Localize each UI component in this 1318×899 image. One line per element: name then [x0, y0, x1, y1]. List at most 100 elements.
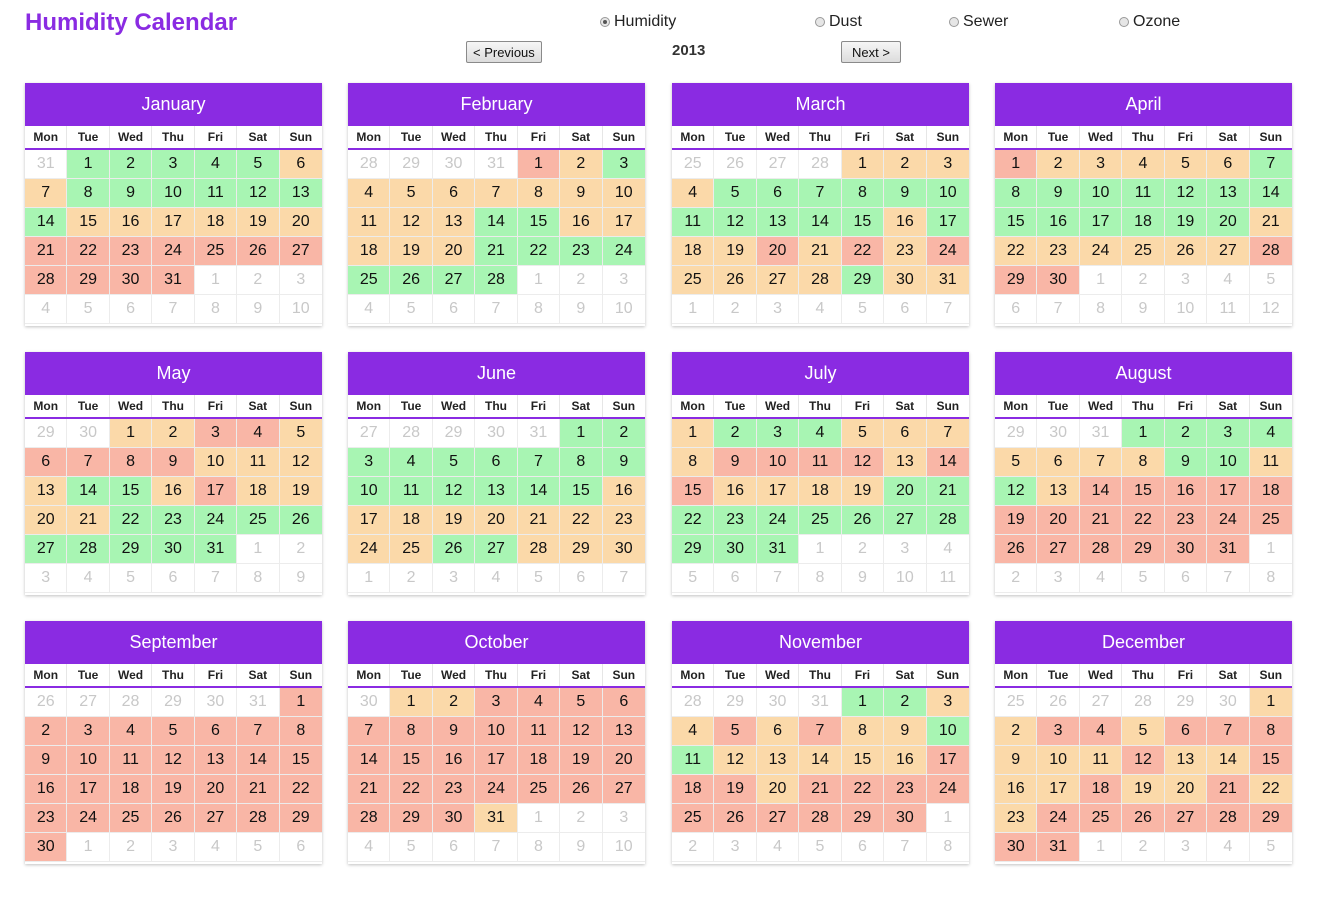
day-cell[interactable]: 18 [194, 208, 238, 237]
day-cell[interactable]: 19 [995, 506, 1038, 535]
day-cell[interactable]: 8 [1249, 717, 1292, 746]
day-cell[interactable]: 6 [756, 717, 800, 746]
day-cell[interactable]: 11 [109, 746, 153, 775]
day-cell[interactable]: 24 [67, 804, 110, 833]
day-cell[interactable]: 4 [1122, 150, 1165, 179]
day-cell[interactable]: 30 [109, 266, 153, 295]
day-cell[interactable]: 4 [237, 419, 280, 448]
day-cell[interactable]: 18 [799, 477, 842, 506]
day-cell[interactable]: 29 [995, 266, 1038, 295]
day-cell[interactable]: 27 [1164, 804, 1208, 833]
day-cell[interactable]: 14 [926, 448, 969, 477]
day-cell[interactable]: 19 [841, 477, 885, 506]
day-cell[interactable]: 22 [109, 506, 153, 535]
day-cell-outside[interactable]: 7 [475, 833, 518, 862]
day-cell[interactable]: 18 [672, 775, 715, 804]
day-cell[interactable]: 10 [1037, 746, 1080, 775]
day-cell[interactable]: 5 [152, 717, 195, 746]
day-cell[interactable]: 27 [1207, 237, 1250, 266]
day-cell-outside[interactable]: 4 [1207, 833, 1250, 862]
day-cell[interactable]: 5 [841, 419, 885, 448]
day-cell-outside[interactable]: 5 [841, 295, 885, 324]
day-cell[interactable]: 24 [1079, 237, 1123, 266]
day-cell[interactable]: 10 [602, 179, 645, 208]
day-cell[interactable]: 13 [756, 208, 800, 237]
day-cell[interactable]: 6 [756, 179, 800, 208]
day-cell[interactable]: 4 [517, 688, 561, 717]
day-cell[interactable]: 3 [756, 419, 800, 448]
day-cell[interactable]: 2 [432, 688, 476, 717]
day-cell[interactable]: 27 [25, 535, 68, 564]
day-cell[interactable]: 31 [475, 804, 518, 833]
day-cell[interactable]: 17 [67, 775, 110, 804]
day-cell[interactable]: 9 [995, 746, 1038, 775]
next-button[interactable]: Next > [841, 41, 901, 63]
day-cell[interactable]: 11 [390, 477, 433, 506]
day-cell-outside[interactable]: 6 [432, 295, 476, 324]
day-cell[interactable]: 22 [390, 775, 433, 804]
day-cell[interactable]: 6 [25, 448, 68, 477]
day-cell[interactable]: 14 [799, 208, 842, 237]
day-cell[interactable]: 16 [432, 746, 476, 775]
day-cell-outside[interactable]: 2 [841, 535, 885, 564]
day-cell[interactable]: 31 [152, 266, 195, 295]
day-cell[interactable]: 20 [194, 775, 238, 804]
day-cell[interactable]: 18 [390, 506, 433, 535]
day-cell[interactable]: 28 [799, 266, 842, 295]
day-cell-outside[interactable]: 30 [1037, 419, 1080, 448]
day-cell-outside[interactable]: 4 [799, 295, 842, 324]
day-cell[interactable]: 5 [714, 179, 757, 208]
day-cell[interactable]: 4 [348, 179, 391, 208]
day-cell-outside[interactable]: 3 [25, 564, 68, 593]
day-cell-outside[interactable]: 29 [1164, 688, 1208, 717]
day-cell[interactable]: 7 [1207, 717, 1250, 746]
day-cell-outside[interactable]: 29 [25, 419, 68, 448]
day-cell[interactable]: 17 [475, 746, 518, 775]
day-cell[interactable]: 27 [194, 804, 238, 833]
day-cell[interactable]: 3 [1037, 717, 1080, 746]
day-cell-outside[interactable]: 5 [390, 295, 433, 324]
day-cell-outside[interactable]: 3 [1164, 266, 1208, 295]
day-cell[interactable]: 13 [756, 746, 800, 775]
day-cell-outside[interactable]: 11 [1207, 295, 1250, 324]
day-cell[interactable]: 19 [1164, 208, 1208, 237]
day-cell[interactable]: 11 [348, 208, 391, 237]
day-cell[interactable]: 4 [390, 448, 433, 477]
day-cell[interactable]: 22 [517, 237, 561, 266]
day-cell[interactable]: 15 [1249, 746, 1292, 775]
day-cell[interactable]: 18 [1249, 477, 1292, 506]
day-cell[interactable]: 9 [152, 448, 195, 477]
day-cell-outside[interactable]: 12 [1249, 295, 1292, 324]
day-cell[interactable]: 29 [109, 535, 153, 564]
radio-ozone[interactable]: Ozone [1119, 13, 1180, 31]
day-cell[interactable]: 13 [25, 477, 68, 506]
day-cell[interactable]: 12 [714, 208, 757, 237]
day-cell[interactable]: 10 [926, 179, 969, 208]
day-cell[interactable]: 3 [602, 150, 645, 179]
day-cell[interactable]: 15 [841, 208, 885, 237]
day-cell[interactable]: 31 [756, 535, 800, 564]
day-cell[interactable]: 26 [432, 535, 476, 564]
day-cell[interactable]: 29 [841, 266, 885, 295]
day-cell[interactable]: 7 [237, 717, 280, 746]
day-cell[interactable]: 4 [672, 717, 715, 746]
day-cell[interactable]: 22 [672, 506, 715, 535]
day-cell[interactable]: 7 [799, 179, 842, 208]
day-cell[interactable]: 6 [279, 150, 322, 179]
day-cell[interactable]: 30 [25, 833, 68, 862]
day-cell[interactable]: 30 [884, 266, 927, 295]
day-cell[interactable]: 2 [884, 688, 927, 717]
day-cell[interactable]: 25 [194, 237, 238, 266]
day-cell-outside[interactable]: 4 [1079, 564, 1123, 593]
day-cell-outside[interactable]: 8 [517, 295, 561, 324]
day-cell[interactable]: 31 [926, 266, 969, 295]
day-cell-outside[interactable]: 7 [152, 295, 195, 324]
day-cell[interactable]: 1 [279, 688, 322, 717]
day-cell[interactable]: 22 [1122, 506, 1165, 535]
day-cell[interactable]: 13 [602, 717, 645, 746]
day-cell[interactable]: 20 [756, 237, 800, 266]
day-cell-outside[interactable]: 31 [517, 419, 561, 448]
day-cell[interactable]: 12 [714, 746, 757, 775]
day-cell-outside[interactable]: 4 [475, 564, 518, 593]
day-cell[interactable]: 6 [1164, 717, 1208, 746]
